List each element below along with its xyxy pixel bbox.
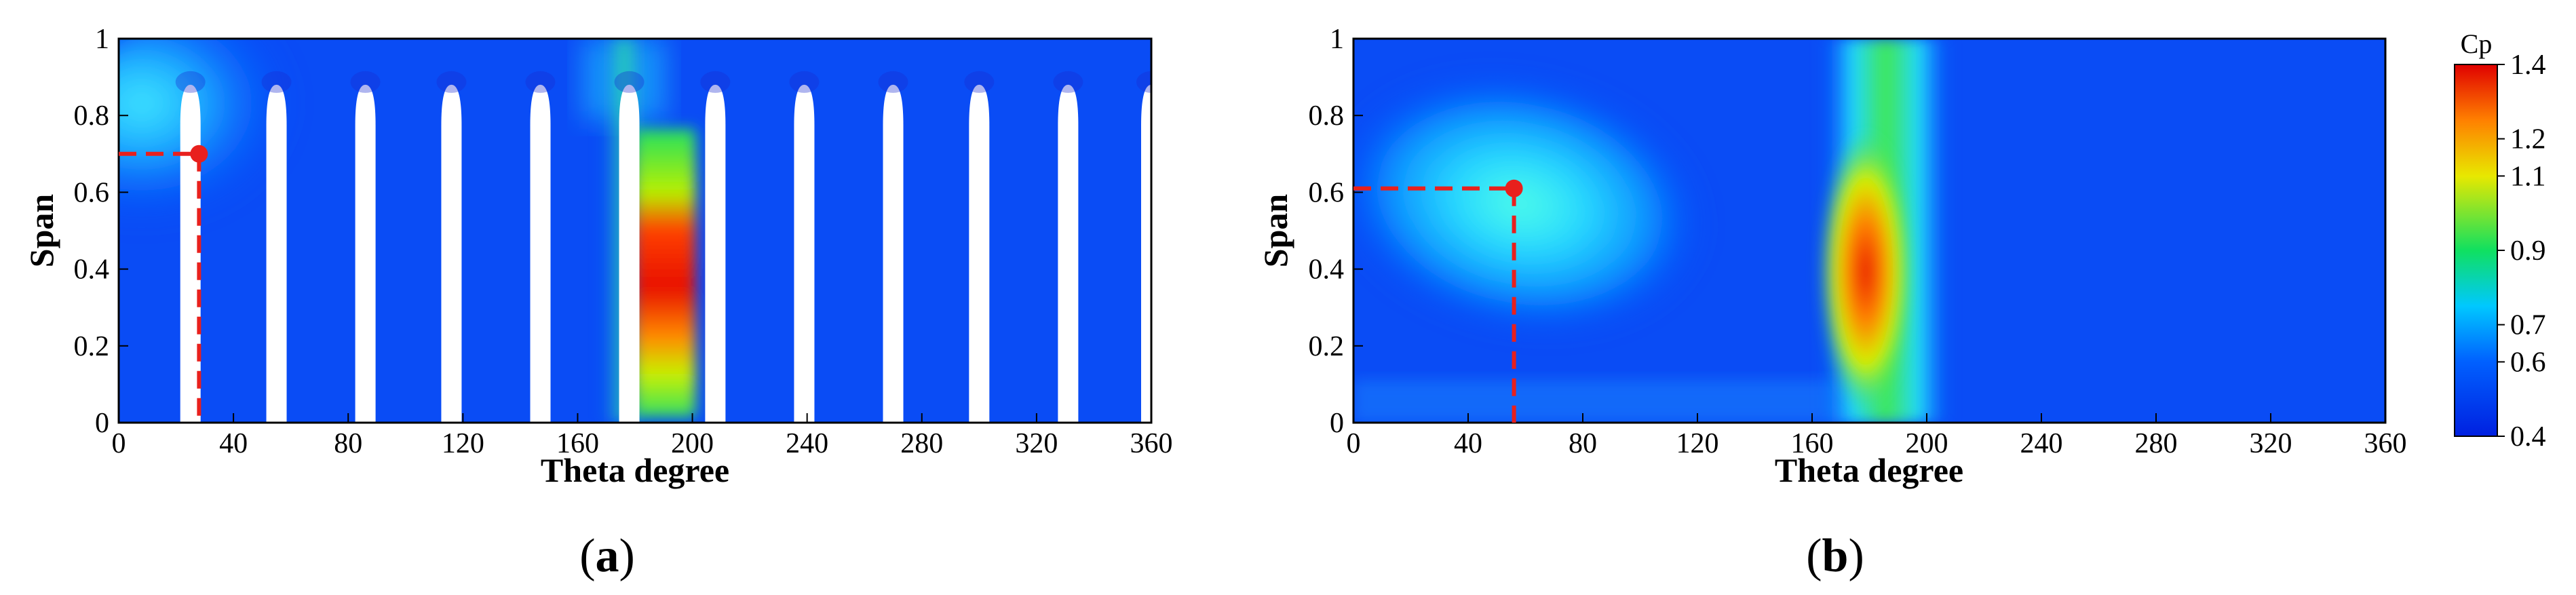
blade-shape: [180, 84, 201, 423]
x-tick-label: 320: [1015, 428, 1058, 459]
colorbar-tick-label: 0.9: [2510, 235, 2546, 267]
panel-a-field: [119, 39, 1151, 423]
panel-a-letter: a: [596, 530, 619, 582]
blade-tip-shade: [525, 71, 556, 93]
x-tick-label: 240: [786, 428, 828, 459]
x-tick-label: 360: [1130, 428, 1173, 459]
y-tick-label: 0: [1330, 408, 1344, 439]
x-tick-label: 120: [1676, 428, 1719, 459]
x-tick-label: 40: [1454, 428, 1482, 459]
panel-a-ylabel: Span: [22, 194, 60, 268]
colorbar-ticks: 1.4 1.2 1.1 0.9 0.7 0.6 0.4: [2497, 50, 2546, 453]
marker-point: [1505, 179, 1523, 197]
x-tick-label: 0: [112, 428, 126, 459]
x-tick-label: 0: [1347, 428, 1361, 459]
y-tick-label: 0.8: [74, 100, 110, 132]
panel-b-marker: [1353, 179, 1523, 423]
y-tick-label: 0.8: [1309, 100, 1345, 132]
panel-b-ticks: 0 40 80 120 160 200 240 280 320 360 0 0.2 0.4 0.6 0.8 1: [1309, 24, 2407, 459]
panel-b-letter: b: [1822, 530, 1849, 582]
x-tick-label: 320: [2250, 428, 2292, 459]
blade-tip-shade: [261, 71, 292, 93]
x-tick-label: 120: [442, 428, 484, 459]
y-tick-label: 0.6: [74, 177, 110, 208]
colorbar-tick-label: 0.4: [2510, 421, 2546, 453]
x-tick-label: 280: [2135, 428, 2178, 459]
blade-tip-shade: [614, 71, 645, 93]
panel-b-field: [1353, 39, 2385, 423]
blade-shape: [1141, 84, 1151, 423]
y-tick-label: 0.6: [1309, 177, 1345, 208]
panel-a-ticks: 0 40 80 120 160 200 240 280 320 360 0 0.2 0.4 0.6 0.8 1: [74, 24, 1173, 459]
blade-shape: [530, 84, 551, 423]
x-tick-label: 200: [671, 428, 714, 459]
blade-shape: [355, 84, 376, 423]
blade-tip-shade: [700, 71, 731, 93]
panel-b-frame: [1352, 37, 2387, 424]
blade-tip-shade: [350, 71, 381, 93]
blade-shape: [794, 84, 815, 423]
blade-tip-shade: [436, 71, 467, 93]
colorbar-tick-label: 1.2: [2510, 124, 2546, 155]
panel-a-frame: [117, 37, 1153, 424]
blade-shape: [619, 84, 640, 423]
blade-shape: [1058, 84, 1079, 423]
panel-a: 0 40 80 120 160 200 240 280 320 360 0 0.2 0.4 0.6 0.8 1…: [22, 24, 1173, 582]
y-tick-label: 0.4: [74, 254, 110, 286]
x-tick-label: 160: [556, 428, 599, 459]
colorbar-tick-label: 0.6: [2510, 347, 2546, 378]
blade-shape: [705, 84, 726, 423]
colorbar-tick-label: 1.1: [2510, 161, 2546, 192]
x-tick-label: 80: [334, 428, 362, 459]
blade-tip-shade: [878, 71, 908, 93]
x-tick-label: 200: [1906, 428, 1948, 459]
panel-b-xlabel: Theta degree: [1775, 451, 1963, 489]
blade-shape: [969, 84, 990, 423]
x-tick-label: 280: [900, 428, 943, 459]
blade-tip-shade: [1053, 71, 1083, 93]
x-tick-label: 160: [1791, 428, 1834, 459]
y-tick-label: 0.2: [74, 331, 110, 362]
panel-a-marker: [119, 145, 208, 423]
blade-shape: [441, 84, 462, 423]
blade-tip-shade: [964, 71, 995, 93]
panel-a-label: (a): [579, 530, 635, 582]
colorbar-tick-label: 0.7: [2510, 310, 2546, 341]
x-tick-label: 40: [219, 428, 248, 459]
marker-point: [190, 145, 208, 163]
blade-shape: [266, 84, 287, 423]
panel-b-label: (b): [1806, 530, 1864, 582]
colorbar: Cp 1.4 1.2 1.1 0.9 0.7 0.6 0.4: [2454, 28, 2546, 453]
x-tick-label: 360: [2364, 428, 2407, 459]
blade-tip-shade: [1136, 71, 1151, 93]
y-tick-label: 0.2: [1309, 331, 1345, 362]
blade-tip-shade: [789, 71, 820, 93]
y-tick-label: 1: [1330, 24, 1344, 55]
panel-a-xlabel: Theta degree: [541, 451, 729, 489]
colorbar-tick-label: 1.4: [2510, 50, 2546, 81]
x-tick-label: 240: [2020, 428, 2063, 459]
y-tick-label: 1: [95, 24, 109, 55]
colorbar-gradient: [2454, 64, 2498, 437]
blade-tip-shade: [175, 71, 206, 93]
x-tick-label: 80: [1569, 428, 1597, 459]
panel-b-ylabel: Span: [1256, 194, 1294, 268]
blade-shape: [883, 84, 904, 423]
panel-b: 0 40 80 120 160 200 240 280 320 360 0 0.2 0.4 0.6 0.8 1…: [1256, 24, 2407, 582]
blades: [175, 71, 1151, 423]
y-tick-label: 0: [95, 408, 109, 439]
y-tick-label: 0.4: [1309, 254, 1345, 286]
colorbar-title: Cp: [2461, 28, 2493, 59]
